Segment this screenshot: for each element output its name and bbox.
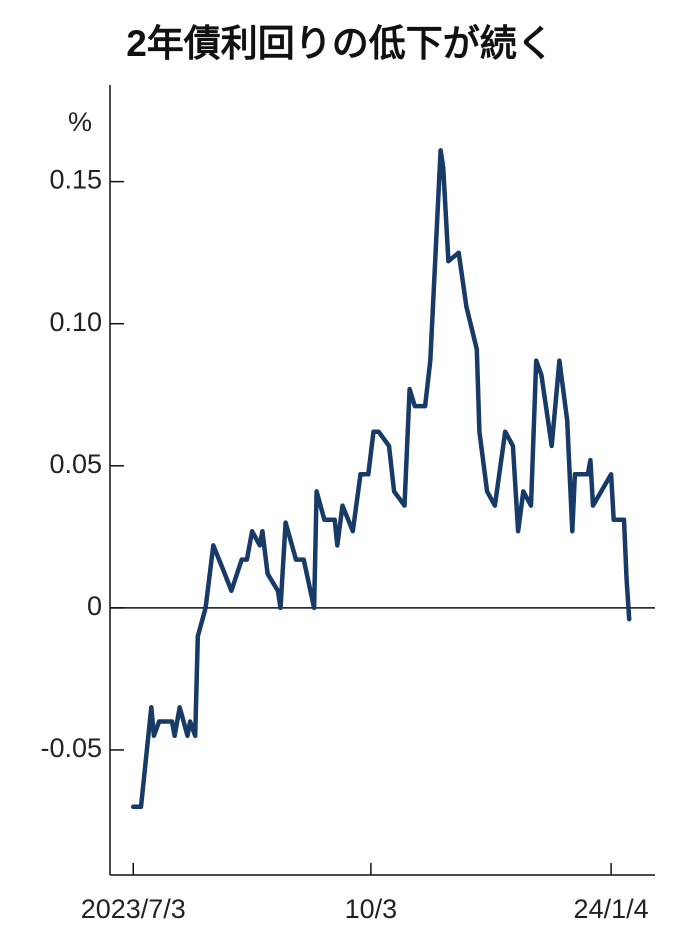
x-tick-label: 10/3	[345, 894, 398, 924]
line	[130, 148, 632, 810]
chart-title: 2年債利回りの低下が続く	[126, 23, 554, 64]
x-tick-label: 24/1/4	[574, 894, 649, 924]
y-tick-label: 0.10	[49, 307, 102, 337]
y-tick-label: 0	[87, 591, 102, 621]
y-tick-label: 0.15	[49, 165, 102, 195]
y-tick-label: 0.05	[49, 449, 102, 479]
y-unit: %	[68, 107, 92, 137]
y-tick-label: -0.05	[40, 733, 102, 763]
x-tick-label: 2023/7/3	[81, 894, 186, 924]
